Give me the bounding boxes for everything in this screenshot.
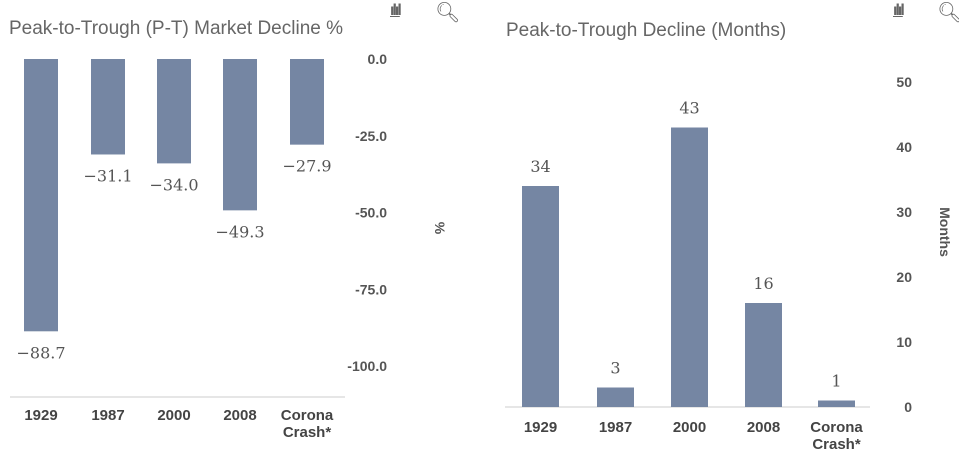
bar-2008[interactable] [745,303,782,407]
x-tick-label: Corona [281,407,334,424]
chart-title-left: Peak-to-Trough (P-T) Market Decline % [9,18,344,39]
data-label: −31.1 [83,166,132,185]
data-label: −34.0 [149,175,198,194]
x-tick-label: Crash* [812,436,861,453]
data-label: −88.7 [16,343,65,362]
y-tick-label: 40 [896,139,912,155]
y-tick-label: -50.0 [355,205,387,221]
data-label: 3 [610,359,620,378]
data-label: 16 [753,274,773,293]
bar-1987[interactable] [597,387,634,408]
y-tick-label: 10 [896,334,912,350]
chart-title-right: Peak-to-Trough Decline (Months) [506,20,787,41]
bar-corona[interactable] [818,400,855,408]
y-tick-label: 50 [896,74,912,90]
data-label: 1 [831,372,841,391]
y-tick-label: 30 [896,204,912,220]
x-tick-label: 1987 [91,407,124,424]
x-tick-label: 2000 [673,419,706,436]
bar-2008[interactable] [223,59,257,211]
data-label: −27.9 [282,157,331,176]
y-tick-label: -25.0 [355,128,387,144]
y-tick-label: 0 [904,399,912,415]
search-icon[interactable]: 🔍︎ [435,2,461,24]
y-tick-label: -100.0 [347,358,387,374]
bar-chart-icon[interactable]: ılıl [893,2,905,19]
x-tick-label: 1929 [24,407,57,424]
x-tick-label: 2008 [747,419,780,436]
x-tick-label: 2000 [157,407,190,424]
y-tick-label: 0.0 [368,51,388,67]
y-axis-label: Months [937,207,953,257]
data-label: 43 [679,99,699,118]
x-tick-label: 1929 [524,419,557,436]
y-tick-label: -75.0 [355,281,387,297]
bar-2000[interactable] [671,127,708,408]
bar-1929[interactable] [24,59,58,332]
bar-chart-icon[interactable]: ılıl [390,2,402,19]
bar-1987[interactable] [91,59,125,155]
y-axis-label: % [432,222,448,235]
search-icon[interactable]: 🔍︎ [937,2,959,24]
x-tick-label: 2008 [223,407,256,424]
y-tick-label: 20 [896,269,912,285]
bar-1929[interactable] [522,186,559,407]
data-label: −49.3 [215,222,264,241]
x-tick-label: Crash* [283,424,332,441]
x-tick-label: Corona [810,419,863,436]
data-label: 34 [530,157,550,176]
bar-2000[interactable] [157,59,191,164]
x-tick-label: 1987 [599,419,632,436]
bar-corona[interactable] [290,59,324,145]
